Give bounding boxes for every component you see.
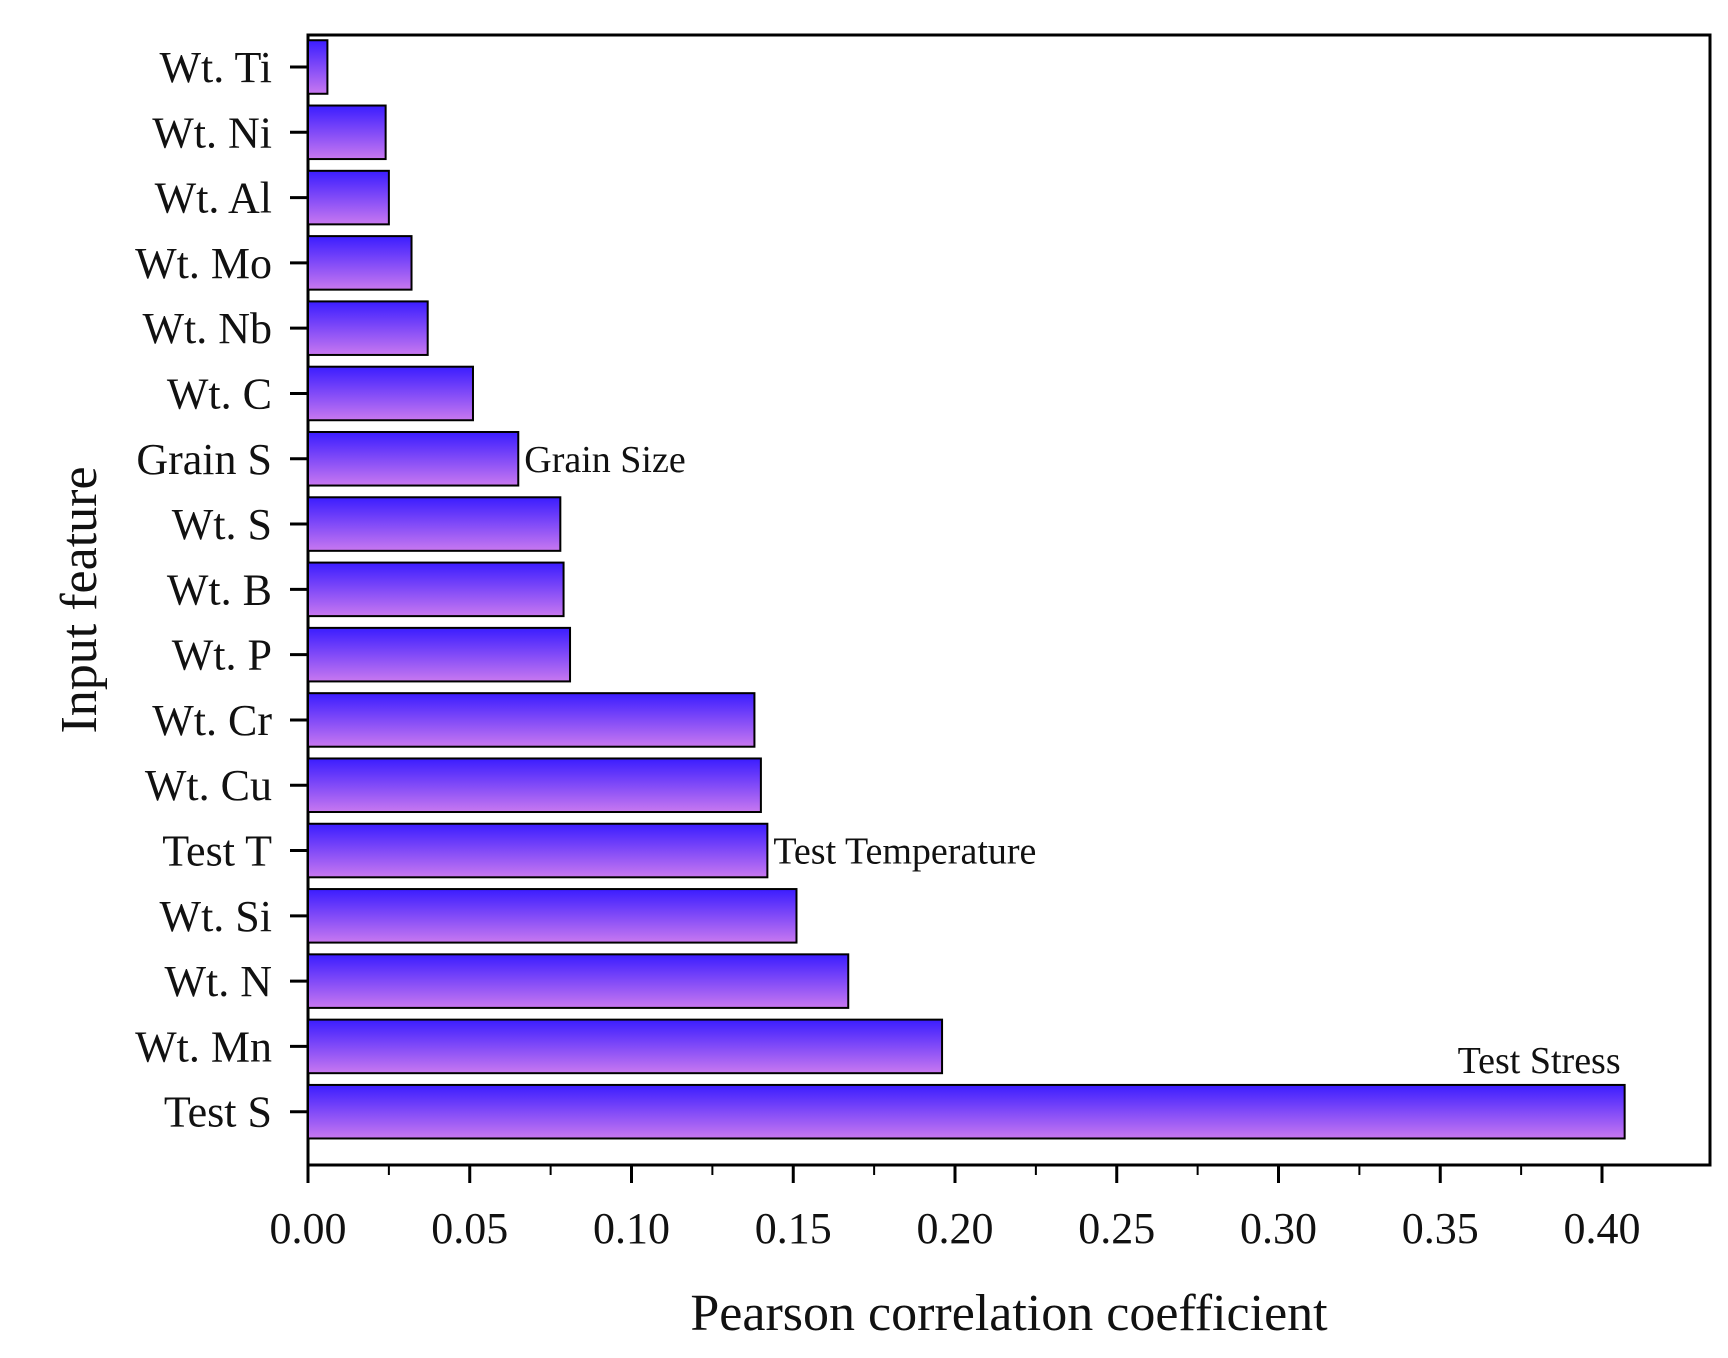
bar-wt-mn bbox=[307, 1018, 944, 1075]
y-tick-label: Test S bbox=[164, 1088, 272, 1137]
y-tick-label: Wt. Si bbox=[160, 892, 272, 941]
y-tick-label: Wt. Nb bbox=[142, 304, 272, 353]
bar-wt-al bbox=[307, 169, 390, 226]
bar-wt-s bbox=[307, 496, 562, 552]
x-axis: 0.00 0.05 0.10 0.15 0.20 0.25 0.30 0.35 0.40 bbox=[270, 1165, 1641, 1253]
bar-grain-s bbox=[307, 430, 520, 487]
x-axis-title: Pearson correlation coefficient bbox=[690, 1285, 1328, 1342]
y-tick-label: Wt. C bbox=[167, 369, 272, 418]
y-tick-label: Wt. N bbox=[164, 957, 272, 1006]
bar-wt-b bbox=[307, 561, 565, 618]
bar-wt-si bbox=[307, 888, 798, 944]
annotation-grain-size: Grain Size bbox=[524, 439, 685, 481]
bar-wt-n bbox=[307, 953, 850, 1009]
bar-wt-mo bbox=[307, 235, 413, 291]
y-axis: Wt. Ti Wt. Ni Wt. Al Wt. Mo Wt. Nb Wt. C Grain… bbox=[135, 43, 308, 1137]
y-tick-label: Wt. Mo bbox=[135, 239, 272, 288]
bar-wt-cr bbox=[307, 692, 756, 748]
bar-wt-cu bbox=[307, 757, 762, 814]
bar-wt-p bbox=[307, 626, 572, 683]
annotation-test-temperature: Test Temperature bbox=[773, 831, 1036, 873]
x-tick-label: 0.15 bbox=[755, 1204, 832, 1253]
annotations: Grain Size Test Temperature Test Stress bbox=[524, 439, 1620, 1082]
bar-wt-ti bbox=[307, 39, 329, 95]
x-tick-label: 0.00 bbox=[270, 1204, 347, 1253]
bar-wt-nb bbox=[307, 300, 429, 356]
y-tick-label: Wt. P bbox=[172, 631, 272, 680]
y-tick-label: Test T bbox=[162, 827, 272, 876]
x-tick-label: 0.40 bbox=[1564, 1204, 1641, 1253]
y-tick-label: Wt. Cr bbox=[152, 696, 272, 745]
x-tick-label: 0.30 bbox=[1240, 1204, 1317, 1253]
bar-test-t bbox=[307, 822, 769, 879]
annotation-test-stress: Test Stress bbox=[1458, 1040, 1621, 1082]
y-tick-label: Grain S bbox=[136, 435, 272, 484]
x-tick-label: 0.10 bbox=[593, 1204, 670, 1253]
x-tick-label: 0.20 bbox=[917, 1204, 994, 1253]
x-tick-label: 0.35 bbox=[1402, 1204, 1479, 1253]
y-tick-label: Wt. S bbox=[172, 500, 272, 549]
bars-group bbox=[307, 39, 1626, 1140]
y-tick-label: Wt. Cu bbox=[145, 761, 272, 810]
y-tick-label: Wt. B bbox=[167, 565, 272, 614]
bar-test-s bbox=[307, 1083, 1626, 1140]
y-axis-title: Input feature bbox=[51, 466, 108, 733]
y-tick-label: Wt. Mn bbox=[135, 1022, 272, 1071]
y-tick-label: Wt. Al bbox=[155, 174, 272, 223]
x-tick-label: 0.25 bbox=[1078, 1204, 1155, 1253]
x-tick-label: 0.05 bbox=[431, 1204, 508, 1253]
y-tick-label: Wt. Ni bbox=[152, 108, 272, 157]
bar-wt-c bbox=[307, 365, 474, 422]
y-tick-label: Wt. Ti bbox=[159, 43, 272, 92]
bar-wt-ni bbox=[307, 104, 387, 161]
